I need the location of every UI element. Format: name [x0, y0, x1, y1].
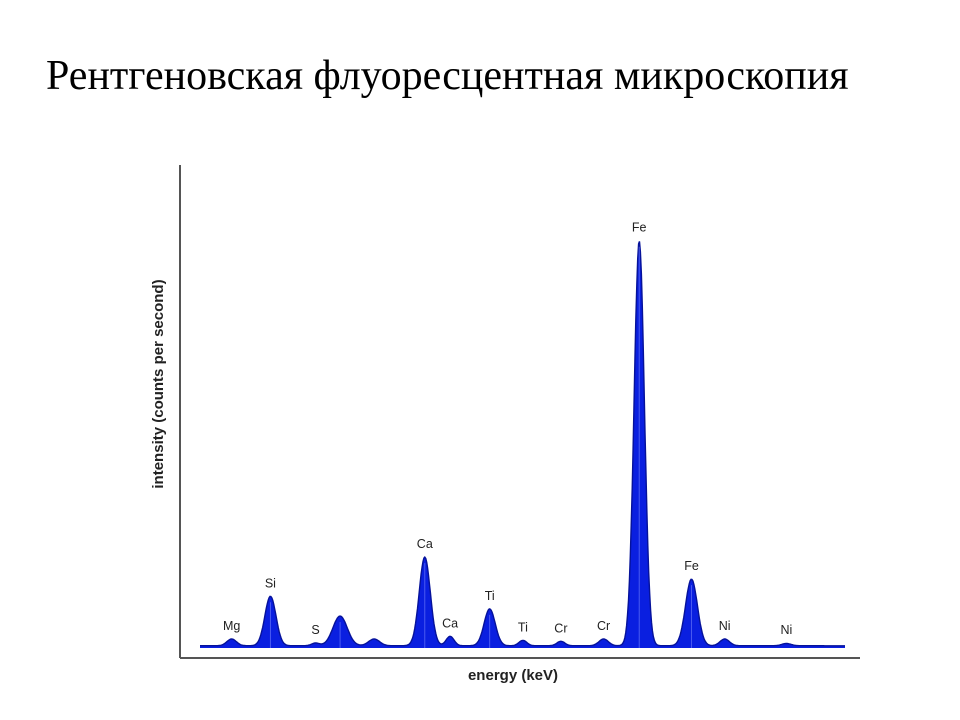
x-axis-label: energy (keV)	[468, 667, 558, 684]
peak-label-si: Si	[265, 576, 276, 590]
peak-label-mg: Mg	[223, 619, 240, 633]
peak-labels: Mg Si S Ca Ca Ti Ti Cr Cr Fe Fe Ni Ni	[223, 221, 792, 637]
peak-label-fe: Fe	[632, 221, 647, 235]
peak-label-ca: Ca	[442, 616, 458, 630]
peak-label-ca: Ca	[417, 537, 433, 551]
spectrum-area	[200, 241, 845, 648]
peak-label-fe: Fe	[684, 559, 699, 573]
peak-label-ni: Ni	[780, 623, 792, 637]
peak-label-ti: Ti	[485, 589, 495, 603]
slide-title: Рентгеновская флуоресцентная микроскопия	[46, 53, 849, 99]
y-axis-label: intensity (counts per second)	[150, 279, 167, 488]
peak-label-ni: Ni	[719, 619, 731, 633]
peak-highlights	[269, 246, 692, 648]
peak-label-ti: Ti	[518, 620, 528, 634]
spectrum-outline	[200, 241, 845, 647]
peak-label-cr: Cr	[554, 621, 567, 635]
peak-label-s: S	[311, 623, 319, 637]
peak-label-cr: Cr	[597, 619, 610, 633]
spectrum-area-group	[200, 241, 845, 648]
